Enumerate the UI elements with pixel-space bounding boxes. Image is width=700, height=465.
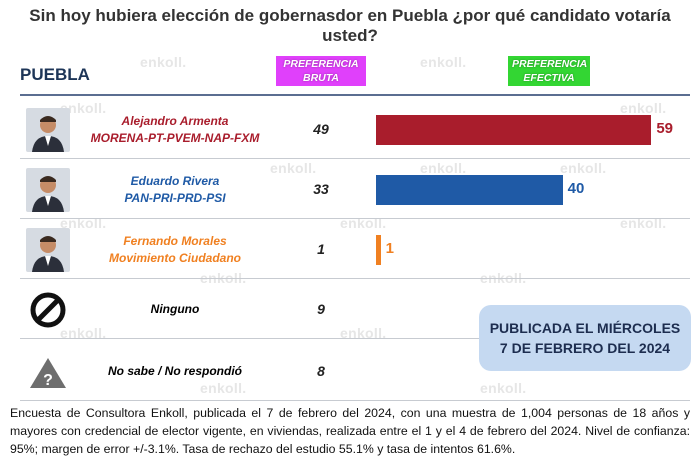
warning-icon: ? <box>26 350 70 394</box>
row-divider <box>20 158 690 159</box>
header-preferencia-efectiva: PREFERENCIA EFECTIVA <box>508 56 590 86</box>
watermark: enkoll. <box>620 100 667 116</box>
chart-title: Sin hoy hubiera elección de gobernasdor … <box>29 6 671 45</box>
row-divider <box>20 400 690 401</box>
watermark: enkoll. <box>140 54 187 70</box>
watermark: enkoll. <box>420 54 467 70</box>
preferencia-bruta-value: 33 <box>313 181 329 197</box>
region-label: PUEBLA <box>20 65 90 84</box>
preferencia-bruta-value: 8 <box>317 363 325 379</box>
prohibited-icon <box>26 288 70 332</box>
header-bruta-line1: PREFERENCIA <box>283 58 359 70</box>
preferencia-efectiva-label: 1 <box>385 240 394 257</box>
candidate-party: Movimiento Ciudadano <box>109 251 241 265</box>
publication-note-line1: PUBLICADA EL MIÉRCOLES <box>489 320 681 336</box>
publication-note-line2: 7 DE FEBRERO DEL 2024 <box>499 340 671 356</box>
watermark: enkoll. <box>480 380 527 396</box>
row-divider <box>20 338 690 339</box>
preferencia-efectiva-label: 40 <box>567 180 585 197</box>
candidate-party: MORENA-PT-PVEM-NAP-FXM <box>90 131 260 145</box>
header-efectiva-line2: EFECTIVA <box>523 72 575 84</box>
publication-note: PUBLICADA EL MIÉRCOLES 7 DE FEBRERO DEL … <box>479 305 691 371</box>
header-preferencia-bruta: PREFERENCIA BRUTA <box>276 56 366 86</box>
preferencia-efectiva-bar <box>376 115 652 145</box>
preferencia-bruta-value: 1 <box>317 241 325 257</box>
candidate-photo <box>26 228 70 272</box>
watermark: enkoll. <box>420 160 467 176</box>
preferencia-bruta-value: 9 <box>317 301 325 317</box>
candidate-name: No sabe / No respondió <box>107 364 242 378</box>
header-efectiva-line1: PREFERENCIA <box>512 58 588 70</box>
watermark: enkoll. <box>560 160 607 176</box>
watermark: enkoll. <box>270 160 317 176</box>
row-divider <box>20 218 690 219</box>
header-bruta-line2: BRUTA <box>303 72 339 84</box>
svg-text:?: ? <box>43 372 53 389</box>
candidate-name: Eduardo Rivera <box>130 174 220 188</box>
preferencia-efectiva-label: 59 <box>656 120 674 137</box>
candidate-party: PAN-PRI-PRD-PSI <box>124 191 226 205</box>
candidate-photo <box>26 108 70 152</box>
preferencia-efectiva-bar <box>376 175 563 205</box>
candidate-name: Fernando Morales <box>123 234 227 248</box>
methodology-footer: Encuesta de Consultora Enkoll, publicada… <box>10 406 690 456</box>
preferencia-efectiva-bar <box>376 235 381 265</box>
candidate-photo <box>26 168 70 212</box>
candidate-name: Ninguno <box>150 302 200 316</box>
header-divider <box>20 94 690 96</box>
watermark: enkoll. <box>200 380 247 396</box>
candidate-name: Alejandro Armenta <box>121 114 229 128</box>
preferencia-bruta-value: 49 <box>313 121 329 137</box>
row-divider <box>20 278 690 279</box>
